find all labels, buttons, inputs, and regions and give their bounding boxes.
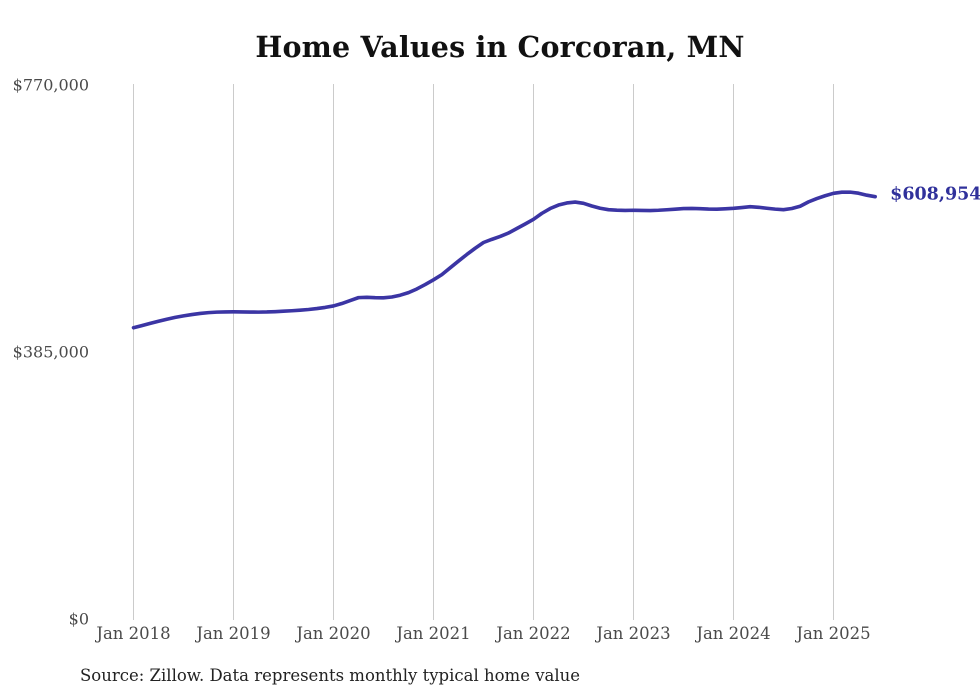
y-tick-label: $0	[69, 610, 89, 629]
x-tick-label: Jan 2025	[794, 624, 870, 643]
x-tick-label: Jan 2022	[494, 624, 570, 643]
chart-title: Home Values in Corcoran, MN	[255, 30, 745, 64]
latest-value-label: $608,954	[890, 185, 980, 205]
home-value-line	[131, 190, 877, 330]
x-tick-label: Jan 2024	[694, 624, 770, 643]
x-tick-label: Jan 2021	[394, 624, 470, 643]
x-tick-label: Jan 2019	[194, 624, 270, 643]
source-note: Source: Zillow. Data represents monthly …	[80, 666, 581, 685]
x-tick-label: Jan 2020	[294, 624, 370, 643]
y-tick-label: $770,000	[13, 76, 89, 95]
x-tick-label: Jan 2023	[594, 624, 670, 643]
x-tick-label: Jan 2018	[94, 624, 170, 643]
y-tick-label: $385,000	[13, 343, 89, 362]
